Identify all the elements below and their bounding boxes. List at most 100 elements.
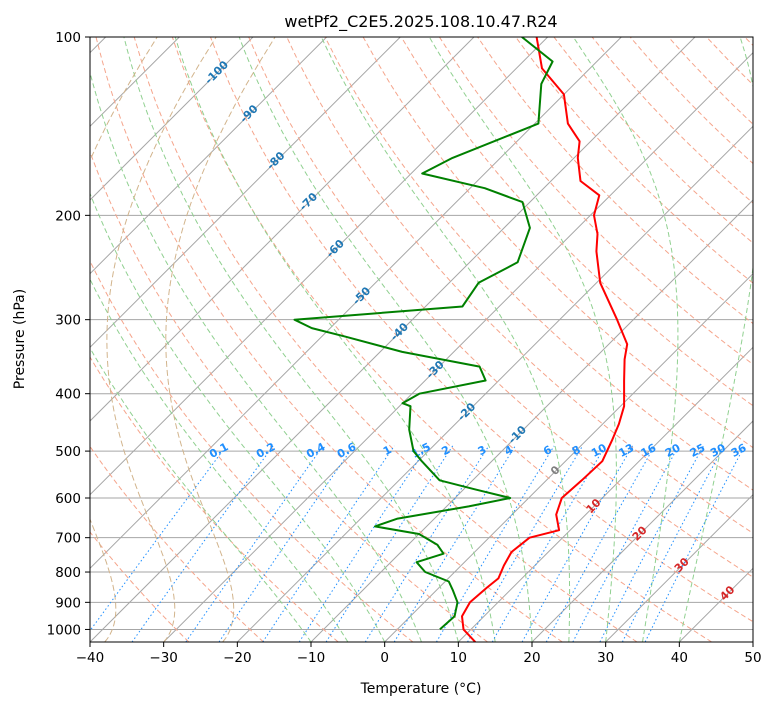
background-lines — [90, 37, 753, 642]
reference-curve — [90, 37, 158, 642]
mixing-ratio-label: 0.4 — [304, 440, 328, 461]
reference-curve — [106, 37, 217, 642]
x-axis-label: Temperature (°C) — [360, 681, 482, 697]
moist-adiabat — [572, 37, 679, 642]
x-axis-ticks: −40 −30 −20 −10 0 10 20 30 40 50 — [76, 642, 762, 666]
isotherm-line — [90, 37, 254, 201]
mixing-ratio-label: 0.6 — [335, 440, 359, 461]
moist-adiabat — [90, 347, 312, 642]
moist-adiabat — [90, 192, 386, 642]
isotherm-line — [90, 37, 401, 349]
y-tick-label: 700 — [55, 531, 81, 547]
mixing-ratio-line — [298, 445, 429, 642]
mixing-ratio-line — [218, 445, 355, 642]
mixing-ratio-line — [467, 445, 584, 642]
isotherm-line — [310, 199, 753, 642]
temperature-profile — [461, 37, 629, 642]
x-tick-label: 0 — [380, 650, 389, 666]
x-tick-label: −10 — [297, 650, 326, 666]
dry-adiabat — [438, 37, 753, 366]
isotherm-line — [90, 37, 549, 496]
mixing-ratio-line — [325, 445, 454, 642]
x-tick-label: 40 — [671, 650, 688, 666]
moist-adiabat — [123, 37, 459, 642]
dry-adiabat — [171, 37, 712, 642]
mixing-ratio-labels: 0.1 0.2 0.4 0.6 1 1.5 2 3 4 6 8 10 13 16 20 25 30 36 — [207, 440, 749, 461]
mixing-ratio-line — [621, 445, 725, 642]
mixing-ratio-line — [545, 445, 656, 642]
mixing-ratio-line — [435, 445, 555, 642]
dry-adiabat — [90, 356, 339, 642]
dewpoint-profile — [293, 37, 554, 631]
y-tick-label: 200 — [55, 208, 81, 224]
mixing-ratio-label: 25 — [688, 441, 708, 460]
mixing-ratio-label: 10 — [589, 441, 609, 460]
chart-title: wetPf2_C2E5.2025.108.10.47.R24 — [284, 12, 557, 32]
x-tick-label: 50 — [744, 650, 761, 666]
dry-adiabat — [591, 37, 753, 204]
mixing-ratio-line — [185, 445, 324, 642]
mixing-ratio-line — [572, 445, 680, 642]
isotherm-line — [90, 37, 475, 422]
isotherm-line — [163, 51, 753, 642]
mixing-ratio-line — [364, 445, 490, 642]
x-tick-label: −40 — [76, 650, 105, 666]
x-tick-label: 10 — [450, 650, 467, 666]
isotherm-line — [605, 493, 753, 642]
x-tick-label: 30 — [597, 650, 614, 666]
dry-adiabat — [95, 37, 563, 642]
moist-adiabat — [174, 37, 496, 642]
dry-adiabat — [90, 150, 488, 642]
y-axis-ticks: 100 200 300 400 500 600 700 800 900 1000 — [47, 30, 90, 638]
dry-adiabat — [324, 37, 753, 491]
plot-frame — [89, 36, 754, 643]
isotherm-line — [752, 641, 753, 642]
mixing-ratio-line — [393, 445, 516, 642]
mixing-ratio-label: 1 — [381, 443, 394, 458]
mixing-ratio-label: 13 — [617, 441, 637, 460]
isotherm-line — [384, 272, 753, 642]
y-axis-label: Pressure (hPa) — [12, 289, 28, 389]
x-tick-label: −20 — [223, 650, 252, 666]
isotherm-line — [531, 420, 753, 642]
moist-adiabat — [238, 37, 533, 642]
y-tick-label: 100 — [55, 30, 81, 46]
dry-adiabat — [90, 259, 414, 642]
y-tick-label: 500 — [55, 444, 81, 460]
mixing-ratio-label: 3 — [476, 443, 489, 458]
mixing-ratio-label: 6 — [541, 443, 554, 458]
y-tick-label: 300 — [55, 313, 81, 329]
moist-adiabat — [90, 70, 422, 642]
mixing-ratio-line — [131, 445, 274, 642]
moist-adiabat — [428, 37, 617, 642]
y-tick-label: 900 — [55, 595, 81, 611]
mixing-ratio-line — [644, 445, 746, 642]
dry-adiabat — [90, 445, 264, 642]
moist-adiabat — [320, 37, 571, 642]
mixing-ratio-label: 16 — [639, 441, 659, 460]
y-tick-label: 400 — [55, 387, 81, 403]
reference-curve — [165, 37, 276, 642]
moist-adiabat — [678, 37, 753, 642]
isotherm-line — [90, 37, 696, 642]
x-tick-label: −30 — [149, 650, 178, 666]
dry-adiabat — [210, 37, 753, 623]
dry-adiabat — [515, 37, 753, 284]
y-tick-label: 800 — [55, 565, 81, 581]
sounding-profiles — [293, 37, 629, 642]
mixing-ratio-line — [599, 445, 704, 642]
isotherm-line — [90, 37, 622, 570]
mixing-ratio-label: 36 — [729, 441, 749, 460]
mixing-ratio-line — [90, 445, 227, 632]
mixing-ratio-label: 0.1 — [207, 440, 230, 461]
mixing-ratio-label: 30 — [708, 441, 728, 460]
dry-adiabat — [133, 37, 638, 642]
mixing-ratio-label: 2 — [439, 443, 452, 458]
dry-adiabat — [90, 531, 190, 642]
mixing-ratio-line — [262, 445, 395, 642]
y-tick-label: 1000 — [47, 622, 81, 638]
isotherm-line — [457, 346, 753, 642]
mixing-ratio-label: 20 — [663, 441, 683, 460]
dry-adiabat — [744, 37, 753, 47]
